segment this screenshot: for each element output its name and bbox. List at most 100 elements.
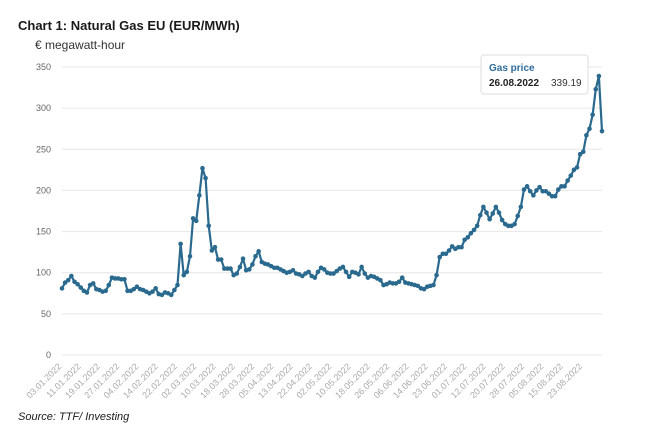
- data-point[interactable]: [134, 284, 140, 290]
- data-point[interactable]: [193, 218, 199, 224]
- series-points[interactable]: [59, 73, 605, 298]
- data-point[interactable]: [218, 257, 224, 262]
- data-point[interactable]: [531, 193, 536, 198]
- data-point[interactable]: [168, 292, 174, 298]
- data-point[interactable]: [240, 256, 246, 262]
- data-point[interactable]: [178, 241, 183, 247]
- data-point[interactable]: [443, 251, 449, 257]
- data-point[interactable]: [552, 193, 558, 199]
- data-point[interactable]: [250, 262, 255, 267]
- data-point[interactable]: [228, 266, 233, 271]
- data-point[interactable]: [122, 276, 127, 282]
- data-point[interactable]: [187, 253, 193, 259]
- data-point[interactable]: [474, 223, 480, 229]
- data-point[interactable]: [362, 271, 368, 276]
- data-point[interactable]: [524, 184, 530, 189]
- data-point[interactable]: [184, 269, 190, 275]
- data-point[interactable]: [415, 283, 421, 289]
- data-point[interactable]: [459, 244, 464, 250]
- data-point[interactable]: [200, 165, 205, 171]
- data-point[interactable]: [106, 282, 112, 288]
- data-point[interactable]: [59, 286, 65, 291]
- data-point[interactable]: [159, 292, 165, 298]
- data-point[interactable]: [590, 112, 595, 118]
- data-point[interactable]: [346, 274, 352, 280]
- data-point[interactable]: [343, 269, 349, 275]
- data-point[interactable]: [534, 188, 539, 193]
- data-point[interactable]: [518, 204, 524, 210]
- data-point[interactable]: [546, 191, 552, 197]
- data-point[interactable]: [321, 267, 327, 272]
- data-point[interactable]: [399, 275, 405, 280]
- data-point[interactable]: [212, 244, 218, 250]
- data-point[interactable]: [512, 221, 517, 227]
- data-point[interactable]: [537, 184, 542, 190]
- data-point[interactable]: [90, 281, 96, 286]
- data-point[interactable]: [490, 211, 496, 216]
- data-point[interactable]: [72, 279, 77, 285]
- data-point[interactable]: [571, 167, 577, 173]
- data-point[interactable]: [543, 188, 549, 194]
- data-point[interactable]: [62, 280, 68, 285]
- data-point[interactable]: [568, 173, 574, 178]
- data-point[interactable]: [446, 248, 452, 253]
- data-point[interactable]: [527, 188, 533, 194]
- data-point[interactable]: [312, 275, 318, 280]
- data-point[interactable]: [396, 279, 402, 285]
- data-point[interactable]: [340, 264, 346, 270]
- data-point[interactable]: [468, 230, 474, 236]
- data-point[interactable]: [150, 289, 155, 294]
- data-point[interactable]: [69, 273, 74, 279]
- data-point[interactable]: [471, 227, 477, 233]
- data-point[interactable]: [599, 128, 605, 134]
- data-point[interactable]: [477, 212, 483, 218]
- data-point[interactable]: [596, 73, 602, 79]
- data-point[interactable]: [577, 151, 583, 157]
- data-point[interactable]: [584, 132, 589, 138]
- data-point[interactable]: [562, 184, 567, 189]
- data-point[interactable]: [290, 267, 296, 273]
- data-point[interactable]: [181, 272, 187, 278]
- data-point[interactable]: [431, 282, 436, 288]
- data-point[interactable]: [206, 223, 212, 229]
- data-point[interactable]: [315, 269, 321, 275]
- data-point[interactable]: [246, 267, 252, 272]
- data-point[interactable]: [203, 175, 208, 181]
- data-point[interactable]: [593, 86, 599, 92]
- data-point[interactable]: [84, 290, 90, 295]
- data-point[interactable]: [421, 286, 427, 292]
- data-point[interactable]: [237, 264, 243, 270]
- data-point[interactable]: [449, 244, 455, 249]
- data-point[interactable]: [580, 149, 586, 155]
- data-point[interactable]: [65, 277, 71, 283]
- data-point[interactable]: [197, 193, 202, 198]
- data-point[interactable]: [484, 210, 489, 215]
- data-point[interactable]: [556, 187, 561, 192]
- data-point[interactable]: [499, 217, 505, 223]
- data-point[interactable]: [565, 178, 570, 183]
- data-point[interactable]: [300, 273, 305, 279]
- data-point[interactable]: [356, 272, 361, 277]
- data-point[interactable]: [253, 253, 258, 259]
- data-point[interactable]: [334, 268, 339, 274]
- data-point[interactable]: [437, 254, 442, 260]
- data-point[interactable]: [487, 216, 492, 222]
- data-point[interactable]: [462, 237, 467, 243]
- data-point[interactable]: [574, 165, 580, 170]
- data-point[interactable]: [521, 187, 527, 192]
- data-point[interactable]: [378, 277, 383, 283]
- data-point[interactable]: [587, 126, 592, 132]
- data-point[interactable]: [493, 204, 499, 210]
- data-point[interactable]: [306, 269, 311, 275]
- data-point[interactable]: [78, 285, 84, 290]
- data-point[interactable]: [481, 204, 486, 210]
- data-point[interactable]: [131, 286, 137, 292]
- data-point[interactable]: [190, 216, 196, 221]
- data-point[interactable]: [234, 271, 240, 276]
- data-point[interactable]: [256, 249, 261, 254]
- data-point[interactable]: [175, 282, 180, 288]
- data-point[interactable]: [153, 286, 158, 291]
- data-point[interactable]: [172, 287, 177, 293]
- data-point[interactable]: [331, 271, 336, 276]
- data-point[interactable]: [434, 272, 439, 278]
